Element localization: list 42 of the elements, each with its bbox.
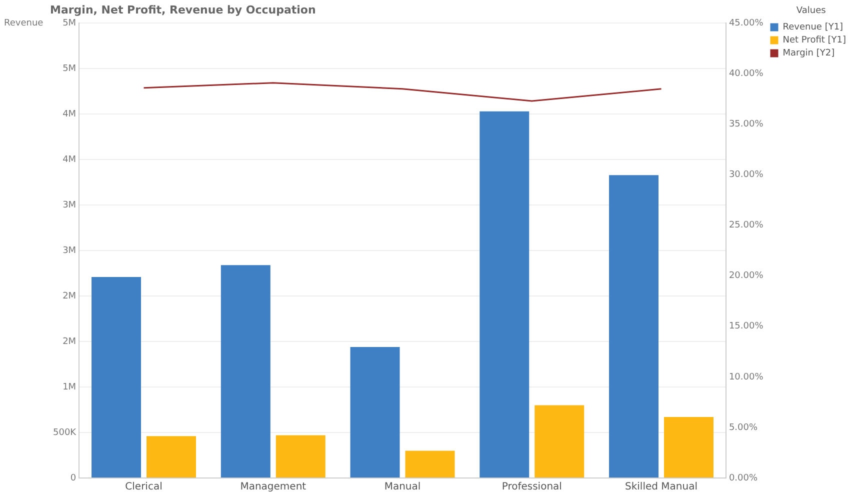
x-tick-label: Professional	[502, 482, 562, 493]
bar	[534, 405, 584, 478]
y2-tick-label: 0.00%	[728, 473, 758, 484]
y-tick-label: 2M	[62, 291, 76, 302]
y-tick-label: 1M	[62, 382, 76, 392]
y-tick-label: 2M	[62, 336, 76, 347]
bar	[146, 436, 196, 478]
y-axis-title: Revenue	[4, 18, 44, 29]
y2-tick-label: 20.00%	[728, 271, 764, 282]
bar	[92, 276, 142, 478]
bar	[276, 435, 326, 478]
x-tick-label: Clerical	[125, 482, 162, 493]
y-tick-label: 3M	[62, 200, 76, 210]
y2-tick-label: 25.00%	[728, 220, 764, 231]
y-tick-label: 500K	[52, 428, 78, 438]
bar	[664, 417, 714, 478]
y-tick-label: 5M	[62, 18, 76, 29]
x-tick-label: Manual	[384, 482, 421, 493]
y2-tick-label: 10.00%	[728, 372, 764, 382]
y2-tick-label: 35.00%	[728, 120, 764, 130]
y-tick-label: 4M	[62, 154, 76, 165]
y-tick-label: 3M	[62, 246, 76, 256]
y2-tick-label: 15.00%	[728, 322, 764, 332]
y2-tick-label: 40.00%	[728, 69, 764, 80]
legend-label: Revenue [Y1]	[782, 22, 844, 33]
legend-label: Net Profit [Y1]	[782, 36, 846, 46]
x-tick-label: Management	[240, 482, 306, 493]
y2-tick-label: 5.00%	[728, 422, 758, 433]
legend-label: Margin [Y2]	[782, 48, 835, 59]
y-tick-label: 5M	[62, 64, 76, 74]
bar	[609, 175, 659, 478]
bar	[220, 265, 270, 478]
y2-tick-label: 45.00%	[728, 18, 764, 29]
y2-tick-label: 30.00%	[728, 170, 764, 180]
bar	[480, 111, 530, 478]
chart-title: Margin, Net Profit, Revenue by Occupation	[50, 3, 316, 16]
legend-title: Values	[796, 6, 826, 16]
y-tick-label: 0	[70, 473, 76, 484]
bar	[405, 450, 455, 478]
y-tick-label: 4M	[62, 110, 76, 120]
x-tick-label: Skilled Manual	[625, 482, 698, 493]
bar	[350, 347, 400, 478]
